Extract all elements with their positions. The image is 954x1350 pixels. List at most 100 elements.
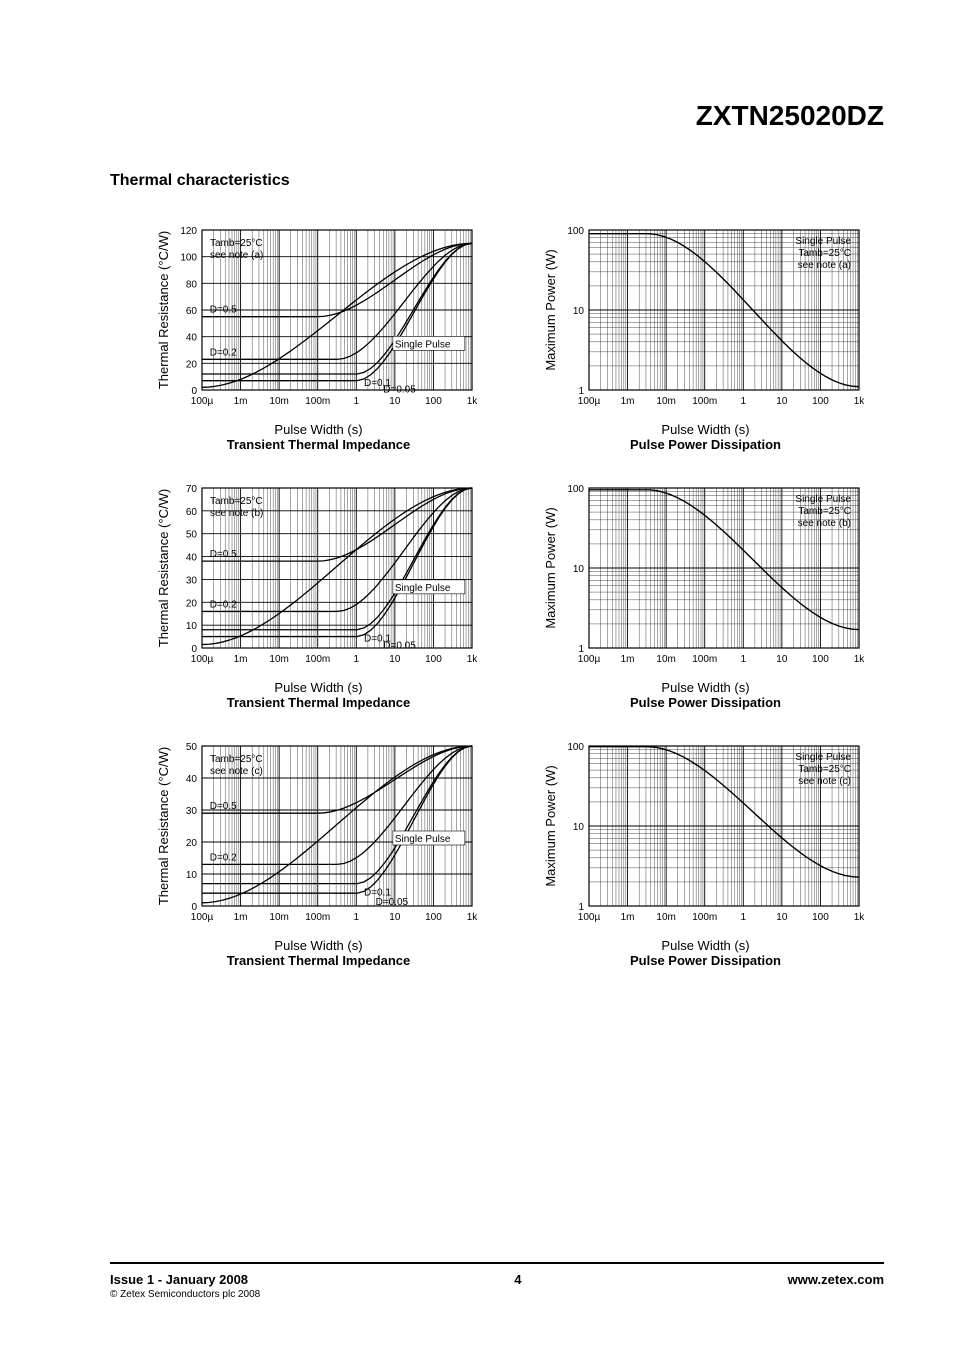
svg-text:120: 120 xyxy=(180,226,197,237)
svg-text:1: 1 xyxy=(353,654,359,665)
svg-text:1: 1 xyxy=(353,396,359,407)
svg-text:10: 10 xyxy=(185,621,197,632)
svg-text:see note (c): see note (c) xyxy=(798,776,851,787)
xlabel: Pulse Width (s) xyxy=(661,680,749,695)
svg-text:60: 60 xyxy=(185,507,197,518)
xlabel: Pulse Width (s) xyxy=(274,422,362,437)
svg-text:30: 30 xyxy=(185,575,197,586)
svg-text:1: 1 xyxy=(353,912,359,923)
footer-copyright: © Zetex Semiconductors plc 2008 xyxy=(110,1289,884,1300)
svg-text:1: 1 xyxy=(740,396,746,407)
chart-ppd-b: 100µ1m10m100m1101001k110100Maximum Power… xyxy=(527,478,884,716)
chart-title: Transient Thermal Impedance xyxy=(227,695,411,710)
svg-text:20: 20 xyxy=(185,598,197,609)
svg-text:100m: 100m xyxy=(692,912,717,923)
svg-text:100µ: 100µ xyxy=(577,654,600,665)
svg-text:10: 10 xyxy=(572,564,584,575)
svg-text:100: 100 xyxy=(425,912,442,923)
chart-title: Pulse Power Dissipation xyxy=(630,437,781,452)
svg-text:10m: 10m xyxy=(656,654,675,665)
svg-text:1k: 1k xyxy=(466,396,478,407)
xlabel: Pulse Width (s) xyxy=(661,422,749,437)
svg-text:0: 0 xyxy=(191,644,197,655)
svg-text:20: 20 xyxy=(185,359,197,370)
svg-text:Single Pulse: Single Pulse xyxy=(795,494,851,505)
svg-text:Single Pulse: Single Pulse xyxy=(795,236,851,247)
svg-text:Single Pulse: Single Pulse xyxy=(394,583,450,594)
svg-text:Tamb=25°C: Tamb=25°C xyxy=(798,764,851,775)
svg-text:1: 1 xyxy=(578,902,584,913)
svg-text:1: 1 xyxy=(578,644,584,655)
svg-text:50: 50 xyxy=(185,742,197,753)
svg-text:100µ: 100µ xyxy=(190,396,213,407)
svg-text:D=0.05: D=0.05 xyxy=(383,385,416,396)
svg-text:Maximum Power (W): Maximum Power (W) xyxy=(543,249,558,370)
svg-text:10: 10 xyxy=(389,912,401,923)
svg-text:1: 1 xyxy=(740,654,746,665)
footer-url: www.zetex.com xyxy=(788,1272,884,1287)
chart-title: Transient Thermal Impedance xyxy=(227,953,411,968)
svg-text:Thermal Resistance (°C/W): Thermal Resistance (°C/W) xyxy=(156,489,171,647)
svg-text:80: 80 xyxy=(185,279,197,290)
xlabel: Pulse Width (s) xyxy=(274,938,362,953)
svg-text:40: 40 xyxy=(185,333,197,344)
svg-text:10: 10 xyxy=(776,396,788,407)
svg-text:10: 10 xyxy=(389,396,401,407)
svg-text:10: 10 xyxy=(776,654,788,665)
svg-text:100: 100 xyxy=(812,912,829,923)
svg-text:10: 10 xyxy=(389,654,401,665)
svg-text:10m: 10m xyxy=(269,912,288,923)
footer-page-number: 4 xyxy=(514,1272,521,1287)
svg-text:D=0.05: D=0.05 xyxy=(375,897,408,908)
xlabel: Pulse Width (s) xyxy=(274,680,362,695)
svg-text:Thermal Resistance (°C/W): Thermal Resistance (°C/W) xyxy=(156,231,171,389)
chart-ppd-a: 100µ1m10m100m1101001k110100Maximum Power… xyxy=(527,220,884,458)
svg-text:see note (b): see note (b) xyxy=(210,508,263,519)
section-title: Thermal characteristics xyxy=(110,172,884,190)
svg-text:see note (c): see note (c) xyxy=(210,766,263,777)
svg-text:1m: 1m xyxy=(233,654,247,665)
chart-title: Pulse Power Dissipation xyxy=(630,695,781,710)
svg-text:100µ: 100µ xyxy=(577,912,600,923)
svg-text:60: 60 xyxy=(185,306,197,317)
svg-text:40: 40 xyxy=(185,774,197,785)
svg-text:see note (b): see note (b) xyxy=(797,518,850,529)
svg-text:100: 100 xyxy=(812,396,829,407)
svg-text:1: 1 xyxy=(578,386,584,397)
svg-text:1k: 1k xyxy=(853,912,865,923)
svg-text:100m: 100m xyxy=(305,912,330,923)
svg-text:1k: 1k xyxy=(853,654,865,665)
footer-issue: Issue 1 - January 2008 xyxy=(110,1272,248,1287)
svg-text:Tamb=25°C: Tamb=25°C xyxy=(798,248,851,259)
part-number: ZXTN25020DZ xyxy=(110,100,884,132)
svg-text:D=0.2: D=0.2 xyxy=(209,852,236,863)
svg-text:Tamb=25°C: Tamb=25°C xyxy=(210,754,263,765)
svg-text:100: 100 xyxy=(567,226,584,237)
svg-text:Tamb=25°C: Tamb=25°C xyxy=(210,238,263,249)
svg-text:100µ: 100µ xyxy=(577,396,600,407)
svg-text:100µ: 100µ xyxy=(190,912,213,923)
svg-text:Maximum Power (W): Maximum Power (W) xyxy=(543,507,558,628)
svg-text:D=0.2: D=0.2 xyxy=(209,347,236,358)
svg-text:Maximum Power (W): Maximum Power (W) xyxy=(543,765,558,886)
svg-text:see note (a): see note (a) xyxy=(210,250,263,261)
chart-tti-a: 100µ1m10m100m1101001k020406080100120Ther… xyxy=(140,220,497,458)
svg-text:1k: 1k xyxy=(466,912,478,923)
svg-text:100m: 100m xyxy=(305,654,330,665)
svg-text:10: 10 xyxy=(572,822,584,833)
svg-text:1m: 1m xyxy=(233,396,247,407)
svg-text:100µ: 100µ xyxy=(190,654,213,665)
svg-text:Single Pulse: Single Pulse xyxy=(795,752,851,763)
svg-text:100: 100 xyxy=(567,484,584,495)
svg-text:1k: 1k xyxy=(853,396,865,407)
svg-text:D=0.5: D=0.5 xyxy=(209,801,236,812)
svg-text:10m: 10m xyxy=(269,654,288,665)
chart-title: Transient Thermal Impedance xyxy=(227,437,411,452)
svg-text:10: 10 xyxy=(185,870,197,881)
svg-text:100m: 100m xyxy=(305,396,330,407)
footer-rule xyxy=(110,1262,884,1264)
svg-text:30: 30 xyxy=(185,806,197,817)
svg-text:see note (a): see note (a) xyxy=(797,260,850,271)
svg-text:Single Pulse: Single Pulse xyxy=(394,834,450,845)
svg-text:100: 100 xyxy=(425,654,442,665)
